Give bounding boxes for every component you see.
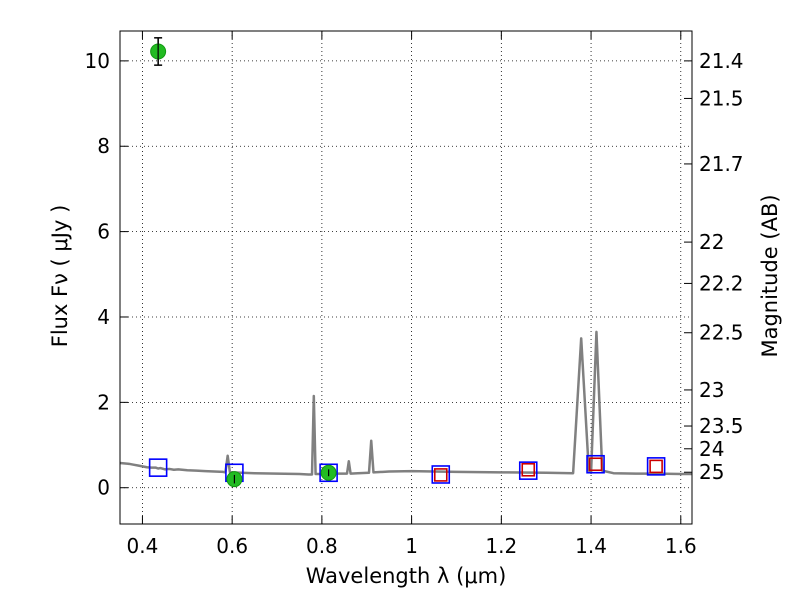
model-point-red [588,457,603,472]
spectrum-line [119,330,692,476]
model-point-blue [586,454,605,474]
right-tick-label: 23 [699,378,724,402]
grid [120,31,692,524]
x-tick-label: 1.4 [575,534,607,558]
observed-point [150,37,167,66]
model-point-blue [148,458,168,477]
model-point-blue [431,465,451,484]
right-tick-label: 21.7 [699,152,744,176]
x-tick-label: 0.6 [216,534,248,558]
y-tick-label: 6 [97,220,110,244]
right-tick-label: 21.4 [699,49,744,73]
model-point-blue [319,463,338,483]
right-tick-label: 22.2 [699,271,744,295]
right-tick-label: 22.5 [699,321,744,345]
right-tick-label: 25 [699,460,724,484]
plot-frame [119,30,693,525]
x-tick-label: 0.8 [306,534,338,558]
y-tick-label: 2 [97,390,110,414]
right-tick-label: 21.5 [699,86,744,110]
x-tick-label: 1.6 [665,534,697,558]
model-point-red [521,462,536,477]
model-point-red [649,459,663,474]
model-point-red [433,468,448,482]
x-tick-label: 0.4 [127,534,159,558]
right-axis-label: Magnitude (AB) [758,194,782,357]
y-tick-label: 10 [85,49,110,73]
x-tick-label: 1 [405,534,418,558]
right-tick-label: 23.5 [699,414,744,438]
y-axis-label: Flux Fν ( μJy ) [48,205,72,348]
observed-point [320,464,337,481]
spectrum-layer [119,330,692,476]
right-tick-label: 24 [699,437,724,461]
model-point-blue [646,457,666,476]
model-point-blue [518,461,538,480]
marker-layer [148,37,666,488]
observed-point [226,471,243,488]
y-tick-label: 8 [97,134,110,158]
y-tick-label: 4 [97,305,110,329]
x-axis-label: Wavelength λ (μm) [306,564,507,588]
y-tick-label: 0 [97,476,110,500]
x-tick-label: 1.2 [485,534,517,558]
right-tick-label: 22 [699,230,724,254]
